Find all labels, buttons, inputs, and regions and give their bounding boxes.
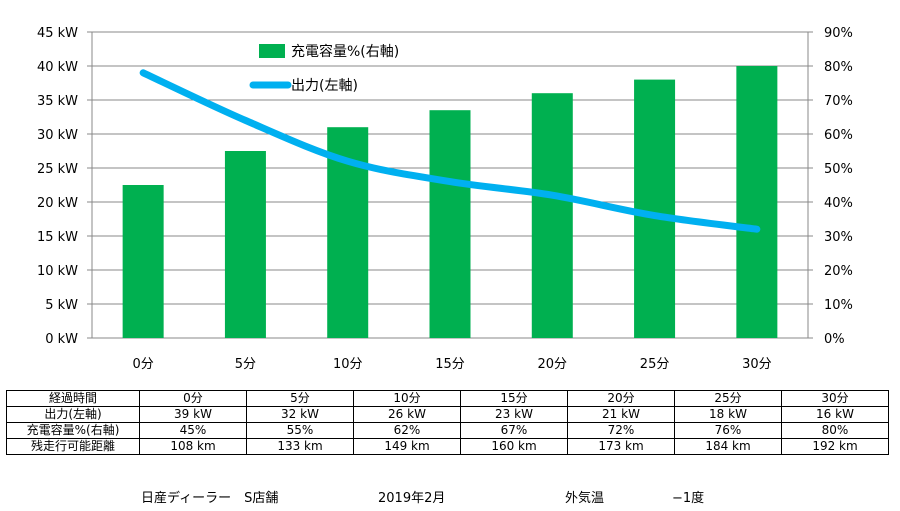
table-cell: 72% [567, 422, 675, 439]
table-row: 出力(左軸) 39 kW 32 kW 26 kW 23 kW 21 kW 18 kW 16 k… [6, 406, 889, 423]
legend-bar-swatch [259, 44, 285, 58]
table-row: 充電容量%(右軸) 45% 55% 62% 67% 72% 76% 80% [6, 422, 889, 439]
x-axis: 0分 5分 10分 15分 20分 25分 30分 [133, 357, 772, 372]
bar [531, 93, 573, 338]
table-cell: 173 km [567, 438, 675, 455]
temp-label: 外気温 [565, 491, 605, 506]
table-cell: 45% [139, 422, 247, 439]
right-tick-label: 50% [824, 162, 853, 177]
left-tick-label: 20 kW [37, 196, 78, 211]
bar [634, 79, 676, 338]
table-header-cell: 20分 [567, 390, 675, 407]
line-point [347, 160, 349, 162]
line-point [756, 228, 758, 230]
table-cell: 149 km [353, 438, 461, 455]
left-tick-label: 10 kW [37, 264, 78, 279]
data-table: 経過時間 0分 5分 10分 15分 20分 25分 30分 出力(左軸) 39 kW 32 kW 2… [6, 390, 889, 455]
line-point [142, 72, 144, 74]
table-cell: 32 kW [246, 406, 354, 423]
table-cell: 67% [460, 422, 568, 439]
temp-value: −1度 [672, 491, 705, 506]
left-tick-label: 0 kW [45, 332, 78, 347]
table-cell: 62% [353, 422, 461, 439]
left-tick-label: 45 kW [37, 26, 78, 41]
bar [736, 66, 778, 338]
table-row-label: 充電容量%(右軸) [6, 422, 140, 439]
table-header-row: 経過時間 0分 5分 10分 15分 20分 25分 30分 [6, 390, 889, 407]
left-tick-label: 30 kW [37, 128, 78, 143]
table-cell: 80% [781, 422, 889, 439]
x-tick-label: 20分 [538, 357, 568, 372]
left-tick-label: 15 kW [37, 230, 78, 245]
right-tick-label: 0% [824, 332, 845, 347]
right-axis: 0% 10% 20% 30% 40% 50% 60% 70% 80% 90% [808, 26, 853, 347]
table-cell: 160 km [460, 438, 568, 455]
bar-series [122, 66, 778, 338]
bar [224, 151, 266, 338]
table-header-cell: 0分 [139, 390, 247, 407]
table-cell: 39 kW [139, 406, 247, 423]
table-header-cell: 15分 [460, 390, 568, 407]
left-tick-label: 5 kW [45, 298, 78, 313]
table-cell: 55% [246, 422, 354, 439]
table-header-cell: 25分 [674, 390, 782, 407]
table-cell: 21 kW [567, 406, 675, 423]
table-cell: 192 km [781, 438, 889, 455]
line-point [449, 181, 451, 183]
x-tick-label: 0分 [133, 357, 154, 372]
right-tick-label: 80% [824, 60, 853, 75]
line-point [654, 215, 656, 217]
table-cell: 108 km [139, 438, 247, 455]
right-tick-label: 70% [824, 94, 853, 109]
x-tick-label: 30分 [742, 357, 772, 372]
legend-bar-label: 充電容量%(右軸) [291, 43, 399, 60]
x-tick-label: 25分 [640, 357, 670, 372]
table-header-cell: 10分 [353, 390, 461, 407]
table-cell: 18 kW [674, 406, 782, 423]
table-cell: 184 km [674, 438, 782, 455]
table-cell: 16 kW [781, 406, 889, 423]
table-cell: 23 kW [460, 406, 568, 423]
legend-line-label: 出力(左軸) [291, 78, 358, 94]
x-tick-label: 5分 [235, 357, 256, 372]
table-header-cell: 5分 [246, 390, 354, 407]
date-label: 2019年2月 [378, 491, 446, 506]
right-tick-label: 40% [824, 196, 853, 211]
legend: 充電容量%(右軸) 出力(左軸) [249, 43, 399, 94]
charging-chart: 0 kW 5 kW 10 kW 15 kW 20 kW 25 kW 30 kW 35 kW 40… [37, 26, 853, 372]
left-tick-label: 40 kW [37, 60, 78, 75]
line-point [244, 119, 246, 121]
table-header-cell: 30分 [781, 390, 889, 407]
table-cell: 133 km [246, 438, 354, 455]
left-axis: 0 kW 5 kW 10 kW 15 kW 20 kW 25 kW 30 kW 35 kW 40… [37, 26, 92, 347]
table-cell: 76% [674, 422, 782, 439]
table-row-label: 経過時間 [6, 390, 140, 407]
bar [429, 110, 471, 338]
right-tick-label: 10% [824, 298, 853, 313]
x-tick-label: 10分 [333, 357, 363, 372]
x-tick-label: 15分 [435, 357, 465, 372]
table-row-label: 出力(左軸) [6, 406, 140, 423]
table-cell: 26 kW [353, 406, 461, 423]
right-tick-label: 30% [824, 230, 853, 245]
line-series [139, 69, 761, 233]
bar [122, 185, 164, 338]
right-tick-label: 90% [824, 26, 853, 41]
left-tick-label: 35 kW [37, 94, 78, 109]
right-tick-label: 60% [824, 128, 853, 143]
table-row: 残走行可能距離 108 km 133 km 149 km 160 km 173 km 184… [6, 438, 889, 455]
left-tick-label: 25 kW [37, 162, 78, 177]
line-point [551, 194, 553, 196]
table-row-label: 残走行可能距離 [6, 438, 140, 455]
right-tick-label: 20% [824, 264, 853, 279]
dealer-label: 日産ディーラー S店舗 [141, 491, 279, 506]
